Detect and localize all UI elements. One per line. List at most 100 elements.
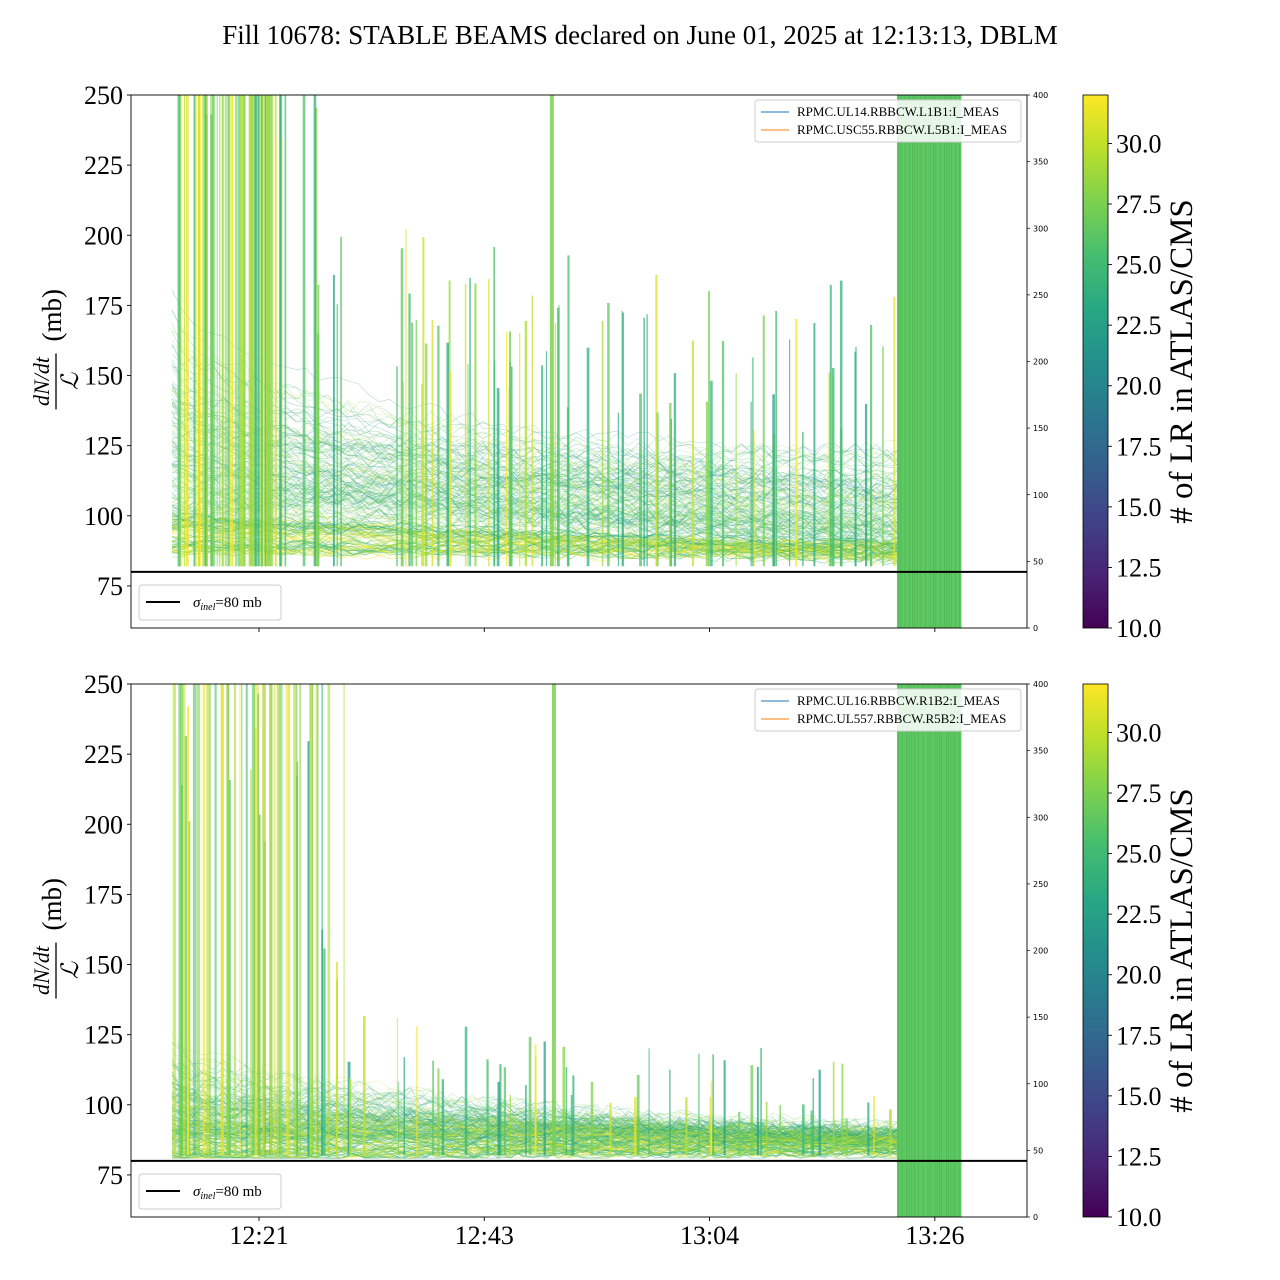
right-tick-label: 400: [1033, 91, 1048, 100]
trace-line: [171, 1091, 898, 1139]
y-axis-label: dN/dt ℒ (mb): [29, 289, 84, 410]
trace-line: [171, 1145, 898, 1159]
trace-line: [171, 1091, 898, 1136]
trace-line: [171, 1073, 898, 1143]
trace-line: [171, 1060, 898, 1149]
right-tick-label: 100: [1033, 491, 1048, 500]
colorbar-tick-label: 25.0: [1116, 840, 1162, 869]
colorbar-tick-label: 15.0: [1116, 1082, 1162, 1111]
trace-line: [171, 1133, 898, 1148]
trace-line: [171, 1058, 898, 1145]
trace-line: [171, 1137, 898, 1158]
trace-line: [171, 1106, 898, 1140]
trace-line: [171, 1118, 898, 1144]
colorbar-tick-label: 20.0: [1116, 961, 1162, 990]
trace-line: [171, 1088, 898, 1150]
y-tick-label: 125: [84, 1021, 123, 1050]
right-tick-label: 250: [1033, 880, 1048, 889]
trace-line: [171, 1074, 898, 1142]
trace-line: [171, 1087, 898, 1144]
y-tick-label: 75: [97, 572, 123, 601]
y-tick-label: 150: [84, 362, 123, 391]
current-block: [896, 95, 962, 628]
y-tick-label: 75: [97, 1161, 123, 1190]
trace-line: [171, 1065, 898, 1150]
figure-title: Fill 10678: STABLE BEAMS declared on Jun…: [222, 20, 1058, 50]
trace-line: [171, 1147, 898, 1159]
y-tick-label: 250: [84, 670, 123, 699]
right-tick-label: 300: [1033, 813, 1048, 822]
sigma-legend-label: σinel=80 mb: [193, 1184, 262, 1202]
colorbar-tick-label: 10.0: [1116, 614, 1162, 643]
y-tick-label: 225: [84, 151, 123, 180]
loss-spikes: [172, 684, 892, 1156]
legend-label: RPMC.UL16.RBBCW.R1B2:I_MEAS: [797, 693, 1000, 708]
legend-box: [138, 1173, 282, 1210]
colorbar-tick-label: 22.5: [1116, 311, 1162, 340]
right-tick-label: 350: [1033, 158, 1048, 167]
y-label-numerator: dN/dt: [29, 356, 54, 406]
legend-box: [754, 688, 1022, 732]
colorbar-label: # of LR in ATLAS/CMS: [1164, 788, 1200, 1113]
y-label-unit: (mb): [37, 878, 67, 930]
trace-line: [171, 1087, 898, 1139]
sigma-legend-label: σinel=80 mb: [193, 595, 262, 613]
plot-area: [171, 95, 962, 628]
trace-line: [171, 1105, 898, 1141]
trace-line: [171, 1103, 898, 1141]
trace-line: [171, 1116, 898, 1142]
trace-line: [171, 1085, 898, 1150]
trace-line: [171, 1071, 898, 1145]
trace-line: [171, 1082, 898, 1144]
x-tick-label: 13:26: [905, 1221, 964, 1250]
trace-line: [171, 1076, 898, 1146]
trace-line: [171, 1059, 898, 1136]
chart-panel-1: 75 100 125 150 175 200 225 250 0 50 100 150 200 250 30…: [29, 81, 1200, 643]
legend-label: RPMC.UL14.RBBCW.L1B1:I_MEAS: [797, 104, 999, 119]
trace-line: [171, 1115, 898, 1141]
trace-line: [171, 1042, 898, 1146]
plot-area: [171, 684, 962, 1217]
trace-line: [171, 1091, 898, 1141]
y-tick-label: 200: [84, 221, 123, 250]
trace-line: [171, 1097, 898, 1143]
trace-line: [171, 1064, 898, 1135]
trace-line: [171, 1084, 898, 1138]
trace-line: [171, 1105, 898, 1139]
colorbar-tick-label: 25.0: [1116, 251, 1162, 280]
legend-label: RPMC.UL557.RBBCW.R5B2:I_MEAS: [797, 711, 1006, 726]
x-tick-label: 12:43: [455, 1221, 514, 1250]
y-tick-label: 200: [84, 810, 123, 839]
colorbar: 10.0 12.5 15.0 17.5 20.0 22.5 25.0 27.5 30.0 # of…: [1082, 94, 1200, 643]
chart-panel-2: 75 100 125 150 175 200 225 250 0 50 100 150 200 250 30…: [29, 670, 1200, 1250]
colorbar-tick-label: 12.5: [1116, 1142, 1162, 1171]
right-tick-label: 200: [1033, 947, 1048, 956]
right-tick-label: 150: [1033, 1013, 1048, 1022]
trace-line: [171, 1110, 898, 1147]
x-tick-label: 13:04: [680, 1221, 739, 1250]
series-legend: RPMC.UL14.RBBCW.L1B1:I_MEAS RPMC.USC55.RB…: [754, 99, 1022, 143]
trace-line: [171, 1075, 898, 1136]
trace-line: [171, 1042, 898, 1141]
y-tick-label: 150: [84, 951, 123, 980]
trace-line: [171, 1049, 898, 1139]
colorbar-gradient: [1082, 683, 1109, 1218]
trace-line: [171, 1137, 898, 1155]
y-label-denominator: ℒ: [58, 961, 84, 979]
series-legend: RPMC.UL16.RBBCW.R1B2:I_MEAS RPMC.UL557.RB…: [754, 688, 1022, 732]
y-label-unit: (mb): [37, 289, 67, 341]
trace-line: [171, 1096, 898, 1145]
colorbar: 10.0 12.5 15.0 17.5 20.0 22.5 25.0 27.5 30.0 # of…: [1082, 683, 1200, 1232]
colorbar-tick-label: 10.0: [1116, 1203, 1162, 1232]
trace-line: [171, 1135, 898, 1159]
sigma-legend: σinel=80 mb: [138, 1173, 282, 1210]
right-tick-label: 0: [1033, 1213, 1038, 1222]
y-tick-label: 175: [84, 880, 123, 909]
legend-box: [754, 99, 1022, 143]
y-tick-label: 125: [84, 432, 123, 461]
colorbar-tick-label: 17.5: [1116, 1021, 1162, 1050]
colorbar-tick-label: 15.0: [1116, 493, 1162, 522]
right-tick-label: 50: [1033, 1146, 1043, 1155]
legend-box: [138, 584, 282, 621]
y-tick-label: 100: [84, 1091, 123, 1120]
